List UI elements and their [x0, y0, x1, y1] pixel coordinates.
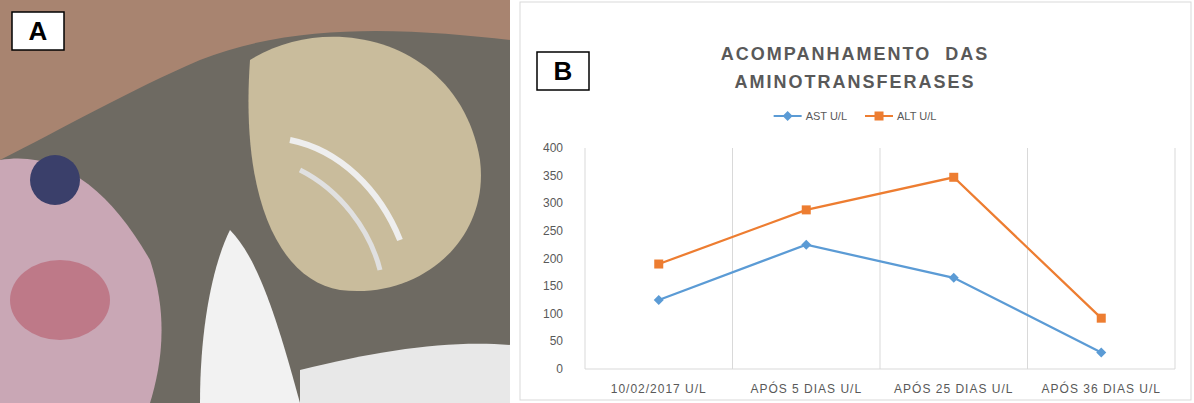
photo-background: [0, 0, 510, 403]
y-axis: 0 50 100 150 200 250 300 350 400: [543, 141, 563, 376]
photo-cloth-spot: [10, 260, 110, 340]
y-tick-label: 50: [550, 334, 564, 348]
y-tick-label: 350: [543, 169, 563, 183]
series-marker: [949, 173, 958, 182]
panel-letter-box: [12, 12, 64, 50]
x-axis: 10/02/2017 U/L APÓS 5 DIAS U/L APÓS 25 DIA…: [611, 381, 1161, 396]
photo-white-fur: [300, 344, 510, 403]
y-tick-label: 0: [556, 362, 563, 376]
x-axis-line: [585, 369, 1175, 370]
x-tick-label: APÓS 25 DIAS U/L: [894, 381, 1013, 396]
series-marker: [801, 240, 811, 250]
legend-label: ALT U/L: [897, 110, 936, 122]
series-marker: [1097, 314, 1106, 323]
category-divider: [585, 148, 586, 369]
x-tick-label: APÓS 5 DIAS U/L: [750, 381, 862, 396]
series-line: [659, 245, 1102, 353]
series-marker: [654, 295, 664, 305]
title-group: ACOMPANHAMENTO DAS AMINOTRANSFERASES: [721, 44, 989, 92]
series-marker: [654, 260, 663, 269]
category-divider: [1175, 148, 1176, 369]
chart-panel: [520, 2, 1191, 400]
legend-label: AST U/L: [806, 110, 847, 122]
y-tick-label: 250: [543, 224, 563, 238]
photo-ear-hair: [300, 170, 380, 270]
panel-letter: B: [554, 56, 573, 86]
series-line: [659, 177, 1102, 318]
series-marker: [802, 205, 811, 214]
y-tick-label: 150: [543, 279, 563, 293]
y-tick-label: 300: [543, 196, 563, 210]
legend: AST U/L ALT U/L: [774, 110, 937, 122]
panel-letter: A: [29, 16, 48, 46]
x-tick-label: APÓS 36 DIAS U/L: [1042, 381, 1161, 396]
photo-ear-hair: [290, 140, 400, 240]
y-tick-label: 100: [543, 307, 563, 321]
photo-white-fur: [200, 230, 300, 403]
panel-letter-box: [537, 52, 589, 90]
legend-marker: [783, 111, 793, 121]
x-tick-label: 10/02/2017 U/L: [611, 382, 707, 396]
series-marker: [1096, 347, 1106, 357]
title-line: AMINOTRANSFERASES: [734, 72, 975, 92]
photo-ear: [248, 37, 480, 291]
photo-panel: [0, 0, 510, 403]
title-line: ACOMPANHAMENTO DAS: [721, 44, 989, 64]
chart-title: ACOMPANHAMENTO DAS AMINOTRANSFERASES: [721, 44, 989, 92]
grid: [585, 148, 1175, 369]
category-divider: [732, 148, 733, 369]
y-tick-label: 200: [543, 252, 563, 266]
y-tick-label: 400: [543, 141, 563, 155]
legend-marker: [875, 112, 884, 121]
series-marker: [949, 273, 959, 283]
series-group: [654, 173, 1107, 358]
category-divider: [1027, 148, 1028, 369]
photo-cloth: [0, 158, 162, 403]
category-divider: [880, 148, 881, 369]
photo-cloth-spot: [30, 155, 80, 205]
